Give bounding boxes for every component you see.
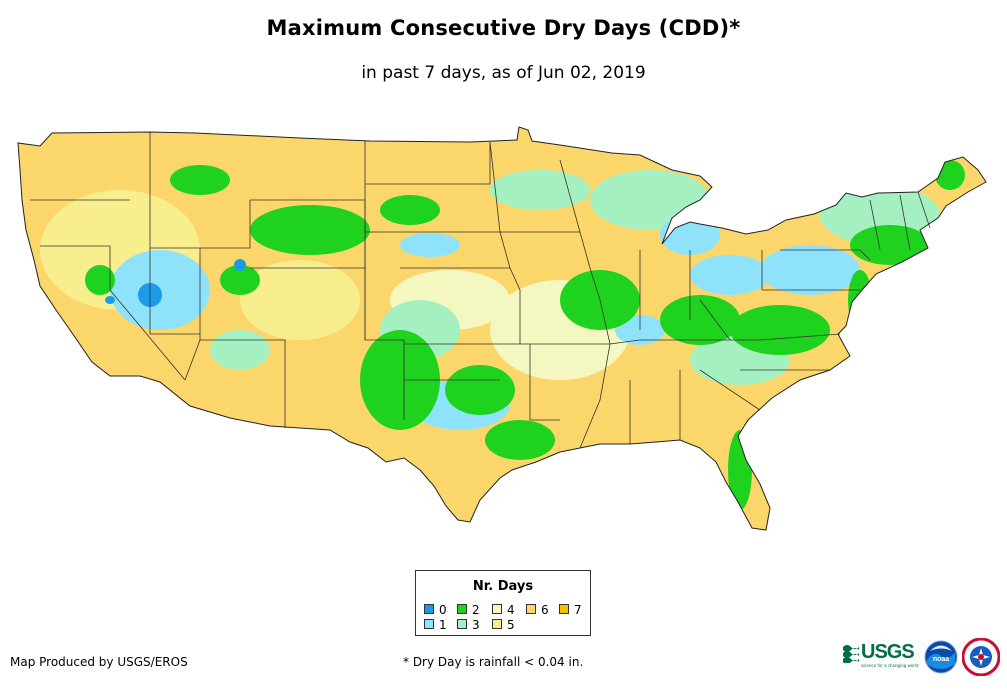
usgs-logo: USGS science for a changing world: [843, 641, 919, 669]
legend-swatch-2: [457, 604, 467, 614]
legend-title: Nr. Days: [472, 579, 534, 594]
legend-swatch-1: [424, 619, 434, 629]
legend-item-2: 2: [457, 604, 480, 616]
legend-item-5: 5: [492, 619, 515, 631]
usgs-logo-tagline: science for a changing world: [861, 663, 919, 668]
legend-item-0: 0: [424, 604, 447, 616]
legend: Nr. Days 0 1 2 3 4 5 6 7: [415, 570, 591, 636]
noaa-logo-text: noaa: [933, 656, 949, 663]
noaa-logo: noaa: [924, 640, 958, 674]
dry-day-footnote: * Dry Day is rainfall < 0.04 in.: [403, 655, 584, 669]
legend-item-7: 7: [559, 604, 582, 616]
usgs-logo-text: USGS: [861, 641, 915, 663]
map-title: Maximum Consecutive Dry Days (CDD)*: [266, 16, 741, 40]
map-raster: [18, 127, 986, 530]
legend-swatch-5: [492, 619, 502, 629]
legend-swatch-6: [526, 604, 536, 614]
legend-swatch-7: [559, 604, 569, 614]
legend-swatch-3: [457, 619, 467, 629]
legend-item-3: 3: [457, 619, 480, 631]
usgs-wave-icon: [843, 645, 859, 663]
legend-swatch-4: [492, 604, 502, 614]
nws-logo: [962, 638, 1000, 676]
map-subtitle: in past 7 days, as of Jun 02, 2019: [361, 63, 646, 83]
legend-swatch-0: [424, 604, 434, 614]
state-boundaries: [30, 132, 931, 449]
legend-item-4: 4: [492, 604, 515, 616]
map-credit: Map Produced by USGS/EROS: [10, 655, 188, 669]
legend-item-1: 1: [424, 619, 447, 631]
legend-item-6: 6: [526, 604, 549, 616]
